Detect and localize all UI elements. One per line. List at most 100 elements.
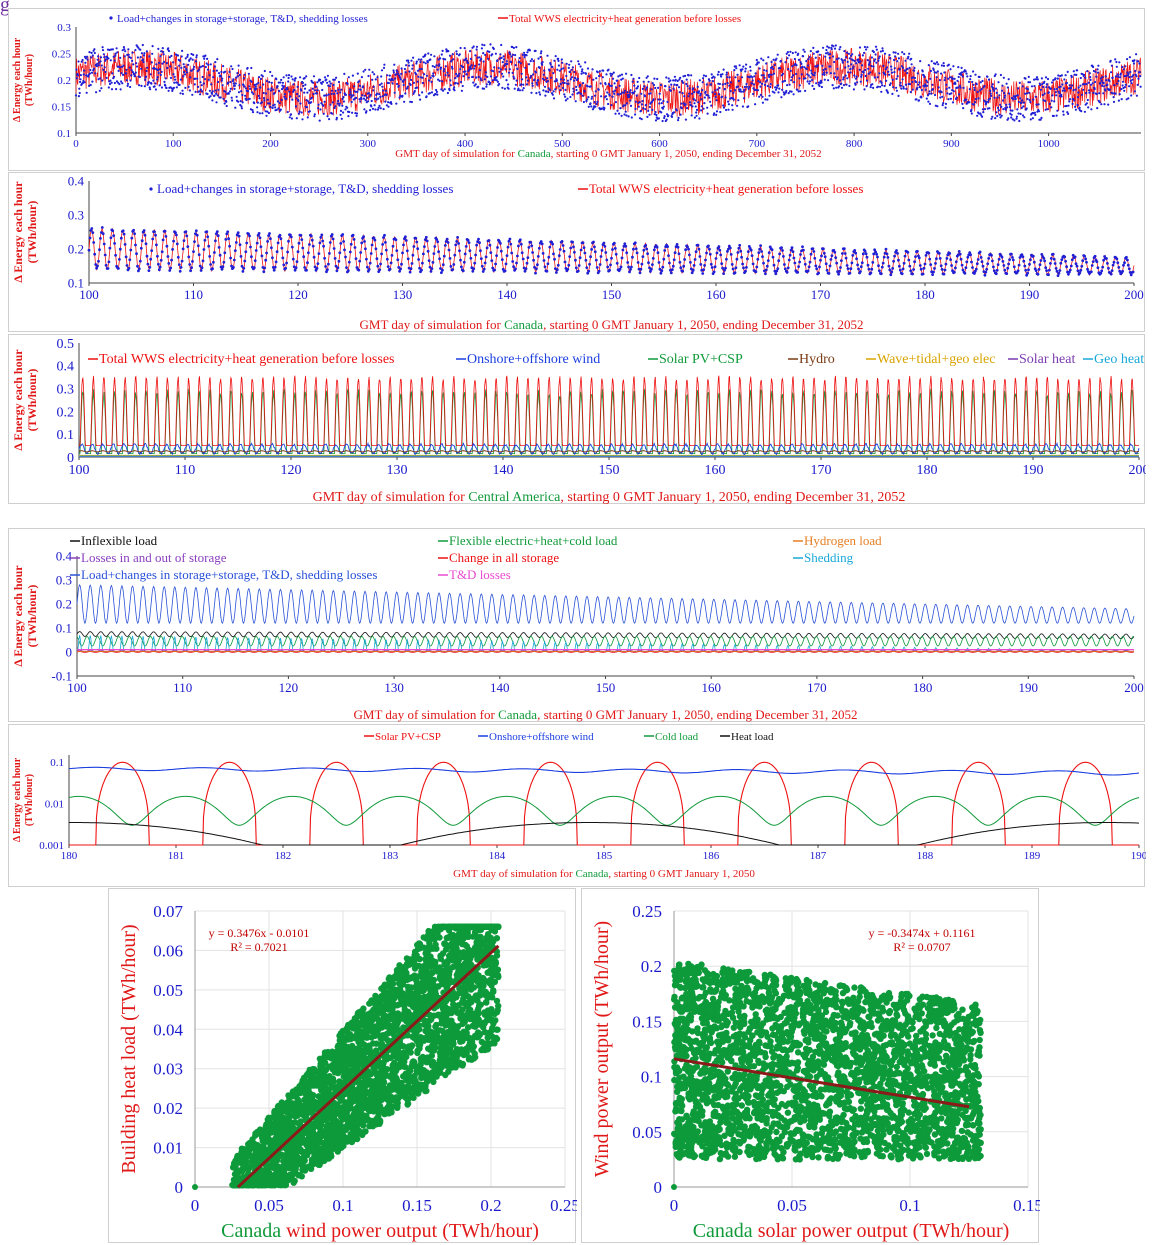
series-load-point [771, 255, 775, 259]
series-load-point [322, 112, 325, 115]
series-load-point [935, 71, 938, 74]
series-load-point [163, 229, 167, 233]
series-load-point [342, 100, 345, 103]
series-load-point [422, 252, 425, 256]
series-load-point [1003, 96, 1006, 99]
series-load-point [810, 69, 813, 72]
series-load-point [322, 104, 325, 107]
series-load-point [789, 69, 792, 72]
series-load-point [856, 81, 859, 84]
series-load-point [968, 101, 971, 104]
series-load-point [237, 234, 241, 238]
series-load-point [1127, 97, 1130, 100]
series-load-point [581, 68, 584, 71]
series-load-point [697, 247, 701, 251]
series-load-point [892, 259, 895, 263]
series-load-point [747, 87, 750, 90]
series-load-point [1019, 97, 1022, 100]
series-load-point [1034, 113, 1037, 116]
series-load-point [489, 251, 493, 254]
series-load-point [159, 258, 163, 262]
series-load-point [913, 69, 916, 72]
series-load-point [798, 260, 801, 264]
y-tick-label: 0.4 [57, 360, 75, 375]
series-load-point [731, 108, 734, 111]
series-load-point [1023, 264, 1027, 268]
series-load-point [102, 53, 105, 56]
series-load-point [1114, 58, 1117, 61]
series-load-point [928, 257, 932, 261]
series-load-point [1086, 70, 1089, 73]
series-load-point [782, 91, 785, 94]
x-tick-label: 183 [382, 850, 399, 862]
series-load-point [649, 92, 652, 95]
series-load-point [734, 76, 737, 79]
series-load-point [429, 76, 432, 79]
x-tick-label: 900 [943, 138, 960, 150]
series-load-point [416, 80, 419, 83]
series-load-point [791, 250, 795, 253]
series-load-point [334, 89, 337, 92]
series-solar-line [79, 388, 1139, 454]
series-load-point [705, 83, 708, 86]
series-load-point [667, 114, 670, 117]
series-load-point [958, 84, 962, 87]
series-load-point [1028, 91, 1031, 94]
series-load-point [1131, 270, 1135, 274]
series-load-point [124, 50, 127, 53]
series-load-point [311, 87, 314, 90]
series-load-point [1129, 70, 1132, 74]
series-load-point [636, 87, 639, 90]
series-load-point [153, 85, 156, 88]
series-load-point [297, 112, 300, 115]
series-load-point [679, 76, 682, 79]
x-axis-label-part: , starting 0 GMT January 1, 2050 [608, 868, 755, 880]
series-load-point [908, 83, 912, 86]
series-load-point [281, 84, 284, 87]
series-load-point [482, 52, 485, 55]
series-load-point [835, 86, 838, 89]
series-load-point [358, 84, 361, 87]
series-load-point [719, 253, 723, 257]
x-tick-label: 180 [913, 680, 933, 695]
series-load-point [983, 108, 987, 111]
series-load-point [1008, 92, 1011, 95]
series-load-point [530, 244, 534, 248]
series-load-point [527, 63, 531, 66]
series-load-point [720, 262, 724, 265]
series-load-point [449, 265, 453, 268]
series-load-point [947, 77, 950, 80]
series-load-point [591, 108, 595, 111]
series-load-point [359, 251, 363, 254]
series-load-point [907, 55, 910, 58]
series-load-point [108, 246, 112, 250]
series-load-point [887, 264, 891, 268]
series-load-point [812, 46, 815, 50]
series-load-point [531, 251, 534, 254]
series-load-point [222, 97, 225, 100]
series-load-point [788, 83, 791, 86]
series-load-point [901, 51, 904, 54]
series-load-point [1099, 81, 1102, 84]
series-load-point [101, 79, 104, 82]
series-load-point [582, 71, 585, 74]
series-load-point [160, 70, 163, 73]
series-load-point [1028, 262, 1031, 266]
series-load-point [911, 272, 914, 276]
series-load-point [1096, 107, 1099, 110]
series-load-point [1056, 77, 1059, 80]
series-load-point [381, 95, 384, 98]
series-load-point [721, 83, 724, 86]
series-load-point [275, 250, 279, 254]
series-load-point [331, 112, 334, 115]
series-load-point [1018, 256, 1022, 259]
series-load-point [916, 249, 919, 253]
series-load-point [642, 248, 646, 252]
series-load-point [786, 84, 789, 87]
series-load-point [793, 57, 797, 61]
series-load-point [115, 47, 118, 50]
series-load-point [379, 95, 382, 98]
series-load-point [1039, 259, 1043, 262]
series-load-point [307, 251, 310, 255]
series-load-point [481, 43, 484, 46]
